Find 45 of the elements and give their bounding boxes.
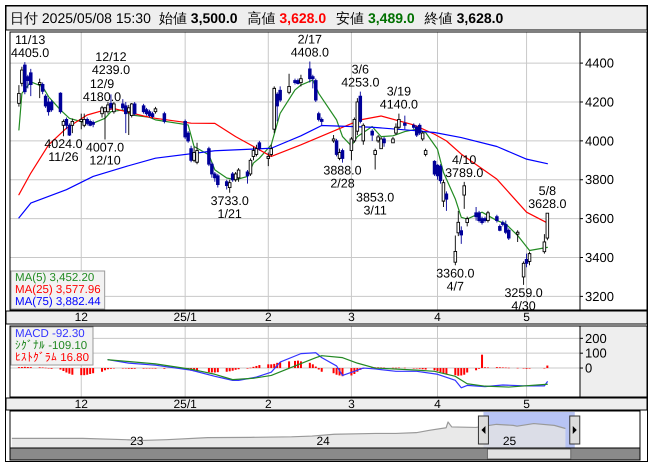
annotation: 3360.0 4/7	[436, 266, 474, 294]
y-tick-label: 4000	[585, 133, 614, 148]
y-tick-label: 3400	[585, 250, 614, 266]
x-tick-label: 24	[316, 434, 330, 448]
annotation: 2/17 4408.0	[290, 32, 330, 60]
series-label: ｼｸﾞﾅﾙ -109.10	[15, 339, 88, 352]
x-tick-label: 25/1	[173, 310, 198, 324]
chart-title: 日付 2025/05/08 15:30	[10, 10, 152, 26]
text: 安値 3,489.0	[336, 10, 415, 26]
y-tick-label: 100	[585, 346, 607, 361]
legend: MACD -92.30 ｼｸﾞﾅﾙ -109.10 ﾋｽﾄｸﾞﾗﾑ 16.80	[10, 326, 94, 366]
x-tick-label: 2	[264, 310, 272, 324]
text: 始値 3,500.0	[158, 10, 238, 26]
y-tick-label: 200	[585, 330, 607, 346]
text: 高値 3,628.0	[248, 10, 326, 26]
x-tick-label: 4	[434, 397, 442, 411]
annotation: 5/8 3628.0	[528, 184, 567, 212]
annotation: 11/13 4405.0	[11, 33, 50, 60]
annotation: 3733.0 1/21	[210, 194, 249, 221]
text: 終値 3,628.0	[424, 10, 504, 26]
y-tick-label: 3800	[585, 172, 614, 188]
y-tick-label: 0	[585, 360, 592, 376]
series-label: ﾋｽﾄｸﾞﾗﾑ 16.80	[15, 351, 89, 364]
y-tick-label: 3200	[585, 288, 614, 304]
x-tick-label: 2	[264, 397, 272, 411]
annotation: 3888.0 2/28	[323, 164, 362, 191]
x-tick-label: 25	[502, 434, 517, 448]
x-tick-label: 5	[523, 397, 530, 411]
y-tick-label: 4400	[585, 56, 614, 71]
annotation: 3853.0 3/11	[356, 190, 394, 218]
x-tick-label: 5	[523, 310, 530, 324]
legend: MA(5) 3,452.20 MA(25) 3,577.96 MA(75) 3,882.44	[10, 270, 106, 310]
x-tick-label: 3	[348, 397, 356, 411]
x-tick-label: 12	[74, 310, 88, 324]
x-tick-label: 23	[130, 434, 144, 448]
x-tick-label: 4	[434, 310, 442, 324]
x-tick-label: 25/1	[173, 397, 198, 411]
annotation: 12/12 4239.0	[92, 50, 130, 77]
annotation: 4007.0 12/10	[86, 140, 124, 168]
annotation: 3/6 4253.0	[341, 62, 380, 90]
annotation: 3/19 4140.0	[380, 84, 418, 112]
y-tick-label: 3600	[585, 211, 614, 226]
x-tick-label: 3	[348, 310, 356, 324]
x-tick-label: 12	[74, 397, 88, 411]
y-tick-label: 4200	[585, 94, 614, 110]
